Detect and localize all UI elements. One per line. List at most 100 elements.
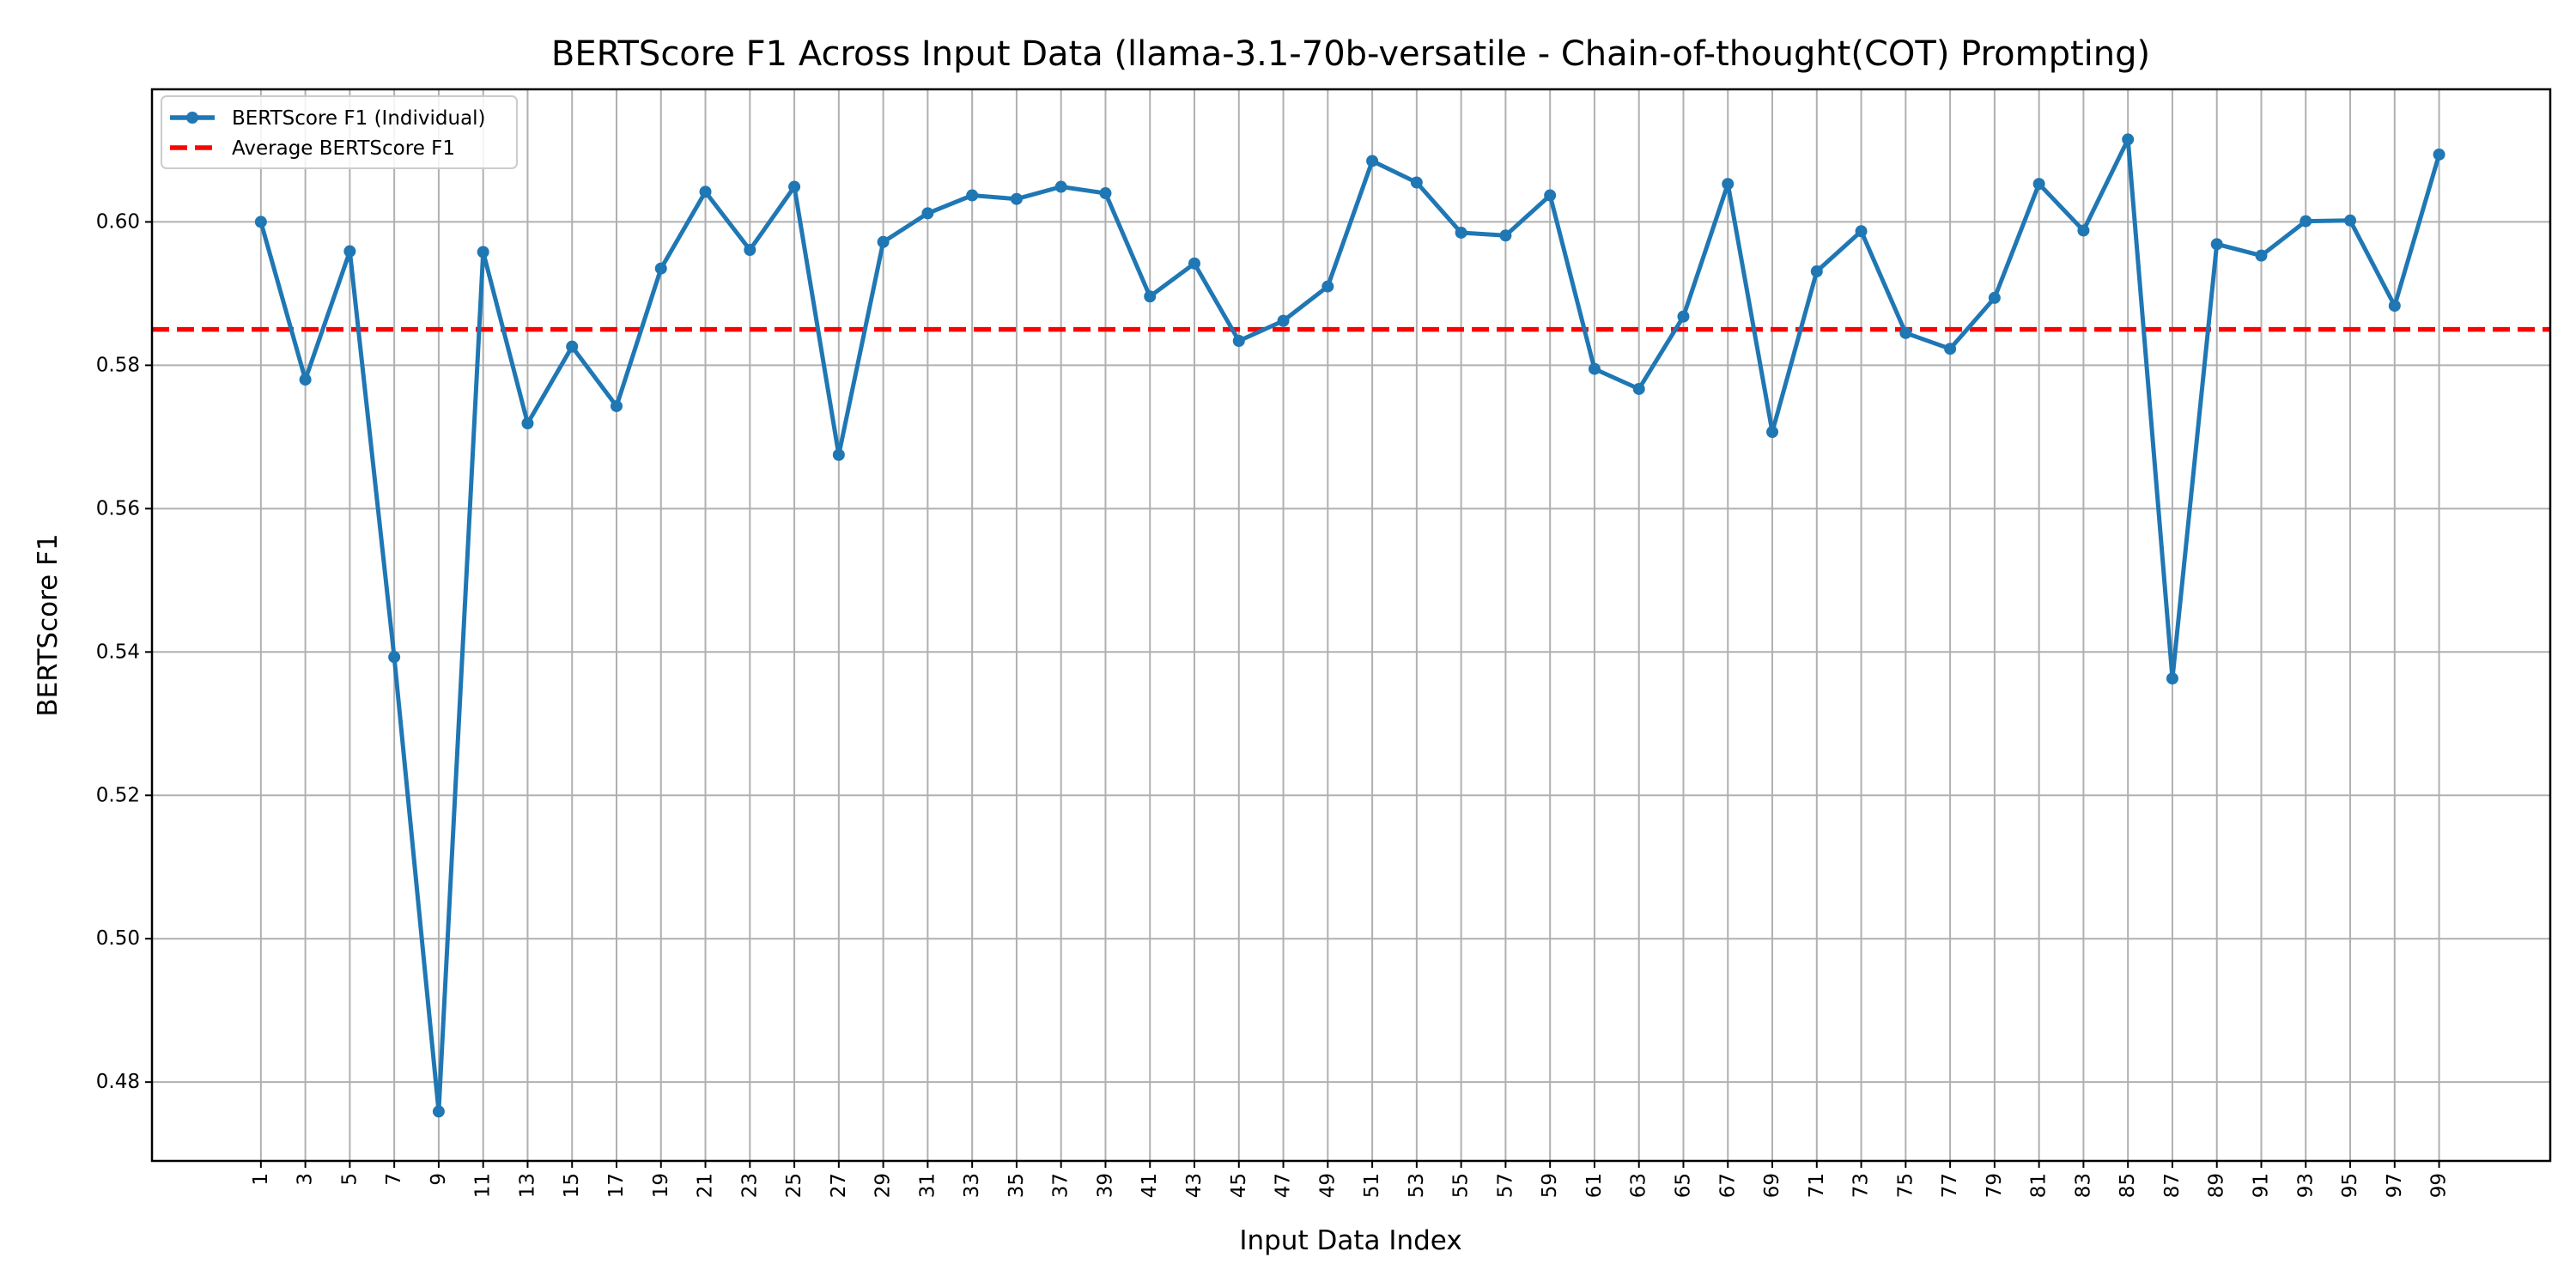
x-tick-label: 75 [1894,1173,1917,1198]
x-tick-label: 15 [561,1173,583,1198]
x-tick-label: 3 [295,1173,317,1186]
data-point [2122,133,2135,146]
x-tick-label: 31 [916,1173,939,1198]
legend-box [161,95,518,169]
x-tick-label: 29 [872,1173,895,1198]
y-tick-label: 0.56 [96,497,140,519]
data-point [2344,214,2357,227]
plot-area-frame [150,88,2552,1163]
x-tick-label: 53 [1406,1173,1428,1198]
data-point [832,448,845,461]
legend-series-marker [186,112,198,124]
data-point [2166,672,2178,685]
y-tick-label: 0.60 [96,210,140,233]
y-tick-label: 0.52 [96,784,140,806]
data-point [299,374,312,386]
data-point [1499,229,1512,242]
legend-average-label: Average BERTScore F1 [232,137,455,160]
y-tick-label: 0.50 [96,927,140,950]
x-tick-label: 93 [2294,1173,2317,1198]
x-tick-label: 91 [2250,1173,2272,1198]
data-point [1810,265,1823,278]
data-point [1099,187,1112,200]
x-tick-label: 67 [1716,1173,1739,1198]
legend-series-label: BERTScore F1 (Individual) [232,107,486,130]
x-tick-label: 69 [1761,1173,1783,1198]
data-point [1988,291,2001,304]
x-tick-label: 55 [1450,1173,1473,1198]
x-tick-label: 19 [650,1173,672,1198]
data-point [1944,343,1957,355]
data-point [1277,314,1290,327]
data-point [1677,310,1690,323]
y-axis-ticks: 0.48 0.50 0.52 0.54 0.56 0.58 0.60 [96,210,152,1093]
data-point [254,216,267,228]
x-tick-label: 45 [1228,1173,1250,1198]
x-tick-label: 87 [2161,1173,2184,1198]
x-tick-label: 11 [472,1173,495,1198]
x-tick-label: 25 [783,1173,805,1198]
data-point [343,245,356,258]
y-tick-label: 0.54 [96,641,140,663]
x-tick-label: 65 [1672,1173,1694,1198]
data-point [1410,176,1423,189]
x-tick-label: 9 [428,1173,450,1186]
x-tick-label: 47 [1273,1173,1295,1198]
x-tick-label: 7 [383,1173,405,1186]
data-point [1588,362,1601,375]
data-point [744,243,756,256]
x-tick-label: 85 [2117,1173,2139,1198]
data-point [1010,192,1023,205]
x-tick-label: 61 [1583,1173,1606,1198]
data-point [1232,335,1245,348]
legend: BERTScore F1 (Individual) Average BERTSc… [161,95,518,169]
x-tick-label: 73 [1850,1173,1873,1198]
y-tick-label: 0.58 [96,354,140,376]
data-point [2255,249,2268,262]
data-point [1455,226,1467,239]
x-tick-label: 51 [1361,1173,1383,1198]
x-tick-label: 13 [516,1173,538,1198]
data-point [1366,155,1379,167]
x-tick-label: 37 [1050,1173,1072,1198]
x-tick-label: 35 [1005,1173,1028,1198]
x-tick-label: 59 [1539,1173,1561,1198]
x-tick-label: 97 [2384,1173,2406,1198]
data-point [877,235,890,248]
data-point [521,417,534,430]
data-point [1766,426,1779,439]
x-tick-label: 49 [1316,1173,1339,1198]
data-point [1188,257,1201,270]
series-layer [254,133,2445,1118]
data-point [1632,382,1645,395]
x-tick-label: 79 [1984,1173,2006,1198]
data-point [699,185,712,198]
x-tick-label: 27 [828,1173,850,1198]
x-tick-label: 57 [1494,1173,1516,1198]
x-tick-label: 43 [1183,1173,1206,1198]
x-tick-label: 89 [2206,1173,2228,1198]
data-point [2210,238,2223,251]
data-point [477,246,489,258]
data-point [610,399,623,412]
data-point [2077,224,2090,237]
data-point [1855,225,1868,238]
x-tick-label: 23 [738,1173,761,1198]
data-point [921,207,934,220]
data-point [2300,215,2312,228]
data-point [2433,148,2445,161]
x-tick-label: 95 [2339,1173,2361,1198]
x-tick-label: 41 [1139,1173,1161,1198]
data-point [1722,178,1735,191]
x-tick-label: 63 [1628,1173,1650,1198]
data-point [1144,290,1157,303]
data-point [1899,326,1912,339]
data-point [388,651,401,664]
data-point [2388,300,2401,313]
x-tick-label: 17 [605,1173,628,1198]
data-point [432,1105,445,1118]
x-tick-label: 81 [2028,1173,2050,1198]
x-axis-label: Input Data Index [1239,1225,1461,1256]
x-tick-label: 39 [1094,1173,1116,1198]
